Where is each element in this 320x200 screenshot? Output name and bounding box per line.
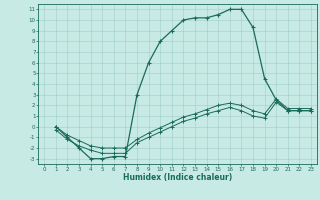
- X-axis label: Humidex (Indice chaleur): Humidex (Indice chaleur): [123, 173, 232, 182]
